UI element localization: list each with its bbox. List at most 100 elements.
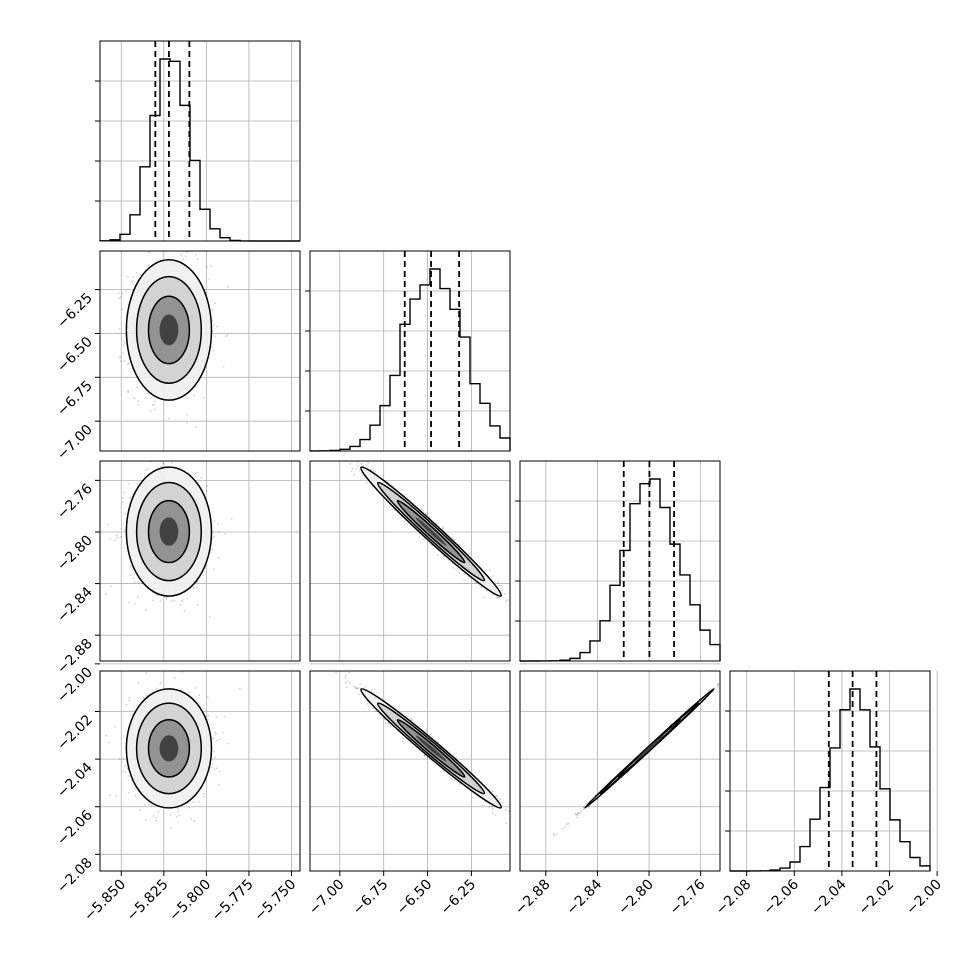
sample-point [423, 754, 426, 757]
y-tick-label: −2.08 [54, 855, 96, 897]
x-tick-label: −6.25 [438, 877, 480, 919]
sample-point [210, 264, 213, 267]
histogram-panel-3: −2.08 −2.06 −2.04 −2.02 −2.00 [713, 670, 945, 918]
sample-point [437, 741, 439, 743]
sample-point [89, 314, 91, 316]
sample-point [238, 687, 241, 690]
sample-point [125, 290, 128, 293]
sample-point [202, 793, 205, 796]
sample-point [514, 617, 516, 619]
sample-point [179, 254, 182, 256]
sample-point [529, 828, 531, 830]
sample-point [194, 668, 196, 670]
sample-point [123, 491, 126, 494]
sample-point [434, 764, 437, 766]
sample-point [134, 794, 137, 797]
sample-point [216, 739, 219, 742]
sample-point [127, 482, 130, 485]
sample-point [356, 687, 359, 690]
sample-point [119, 296, 122, 299]
sample-point [192, 801, 195, 804]
sample-point [366, 702, 369, 705]
sample-point [121, 308, 124, 311]
sample-point [213, 520, 215, 523]
sample-point [214, 731, 217, 734]
sample-point [375, 710, 377, 713]
scatter-panel-0-3: −2.08−2.06−2.04−2.02−2.00−5.850−5.825−5.… [54, 663, 301, 924]
sample-point [194, 253, 197, 256]
sample-point [212, 750, 215, 753]
sample-point [128, 601, 130, 604]
sample-point [127, 391, 129, 394]
sample-point [132, 276, 135, 279]
sample-point [491, 790, 494, 793]
sample-point [358, 469, 361, 472]
sample-point [216, 522, 219, 525]
histogram-0 [99, 58, 300, 242]
sample-point [491, 811, 494, 814]
sample-point [198, 694, 201, 697]
sample-point [218, 531, 220, 534]
y-tick-label: −6.75 [54, 378, 96, 420]
sample-point [409, 717, 412, 720]
sample-point [206, 484, 209, 487]
sample-point [350, 457, 352, 459]
sample-point [118, 297, 120, 300]
sample-point [133, 581, 136, 584]
sample-point [118, 327, 121, 330]
sample-point [344, 681, 347, 684]
sample-point [208, 278, 210, 280]
panel-frame [309, 250, 511, 452]
sample-point [222, 731, 225, 734]
sample-point [345, 674, 347, 677]
sample-point [203, 396, 206, 399]
sample-point [348, 681, 351, 684]
sample-point [561, 827, 564, 830]
sample-point [344, 677, 347, 679]
sample-point [183, 609, 186, 612]
sample-point [193, 394, 195, 397]
sample-point [217, 556, 220, 559]
panel-frame [309, 670, 511, 872]
sample-point [335, 438, 337, 440]
sample-point [115, 795, 118, 797]
sample-point [126, 275, 129, 278]
sample-point [170, 445, 172, 447]
sample-point [123, 547, 126, 549]
sample-point [129, 574, 132, 577]
sample-point [362, 464, 365, 467]
sample-point [188, 806, 191, 809]
sample-point [118, 357, 121, 359]
y-tick-label: −2.06 [54, 807, 96, 849]
sample-point [123, 341, 126, 344]
sample-point [345, 686, 348, 689]
sample-point [127, 775, 130, 778]
sample-point [211, 763, 214, 765]
sample-point [536, 834, 538, 836]
sample-point [189, 454, 191, 456]
sample-point [190, 818, 193, 821]
sample-point [109, 537, 112, 540]
sample-point [468, 552, 471, 555]
sample-point [348, 671, 351, 674]
sample-point [463, 573, 466, 575]
sample-point [200, 476, 203, 479]
sample-point [389, 725, 392, 728]
sample-point [436, 554, 439, 557]
sample-point [218, 770, 221, 773]
scatter-panel-0-1: −7.00−6.75−6.50−6.25 [54, 250, 301, 463]
sample-point [177, 807, 179, 810]
sample-point [144, 469, 147, 472]
sample-point [114, 725, 116, 728]
sample-point [458, 783, 461, 786]
sample-point [196, 603, 199, 606]
sample-point [127, 363, 130, 366]
x-tick-label: −2.04 [808, 876, 850, 918]
x-tick-label: −6.75 [350, 877, 392, 919]
sample-point [494, 795, 497, 797]
sample-point [442, 526, 444, 529]
sample-point [360, 472, 363, 475]
sample-point [128, 696, 131, 699]
sample-point [206, 696, 209, 699]
